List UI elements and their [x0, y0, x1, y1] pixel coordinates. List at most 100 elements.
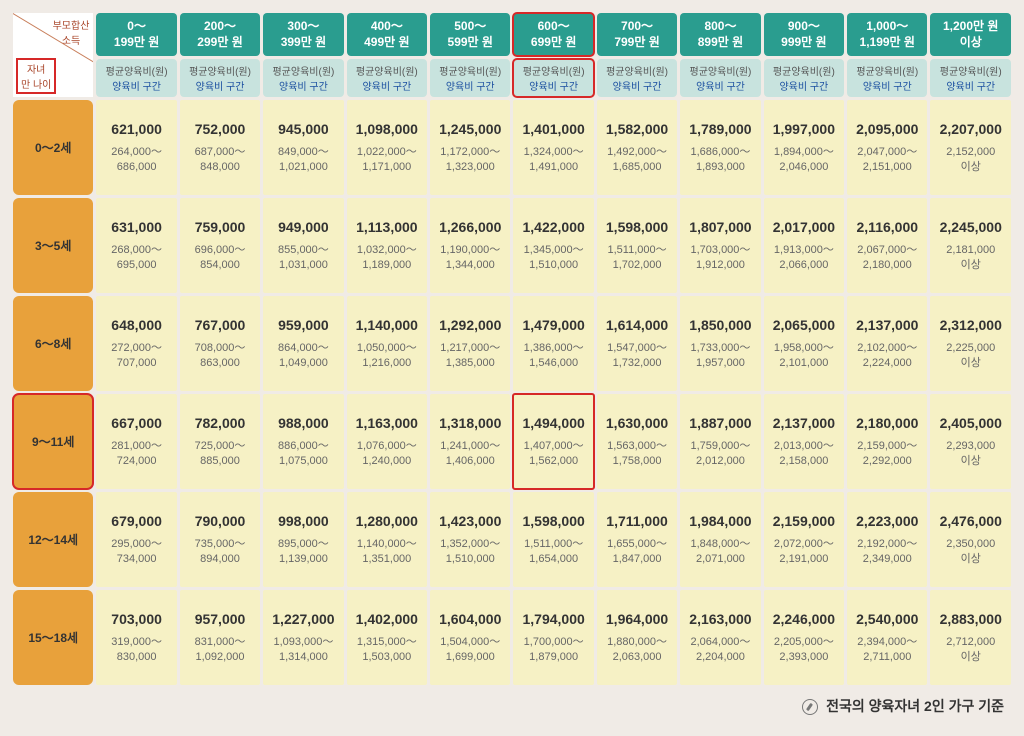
data-cell-5-7: 2,163,0002,064,000～2,204,000 [680, 590, 760, 685]
range-value: 1,913,000～2,066,000 [766, 243, 842, 274]
range-value: 264,000～686,000 [98, 145, 174, 176]
data-cell-5-10: 2,883,0002,712,000이상 [930, 590, 1011, 685]
data-cell-3-7: 1,887,0001,759,000～2,012,000 [680, 394, 760, 489]
avg-value: 1,113,000 [349, 218, 425, 238]
range-value: 735,000～894,000 [182, 537, 258, 568]
data-cell-2-7: 1,850,0001,733,000～1,957,000 [680, 296, 760, 391]
avg-value: 1,984,000 [682, 512, 758, 532]
avg-value: 1,598,000 [515, 512, 591, 532]
avg-value: 957,000 [182, 610, 258, 630]
sub-header-6: 평균양육비(원)양육비 구간 [597, 59, 677, 97]
range-value: 1,050,000～1,216,000 [349, 341, 425, 372]
data-cell-1-10: 2,245,0002,181,000이상 [930, 198, 1011, 293]
range-value: 831,000～1,092,000 [182, 635, 258, 666]
avg-value: 1,582,000 [599, 120, 675, 140]
avg-value: 2,207,000 [932, 120, 1009, 140]
range-value: 687,000～848,000 [182, 145, 258, 176]
data-cell-0-10: 2,207,0002,152,000이상 [930, 100, 1011, 195]
avg-value: 631,000 [98, 218, 174, 238]
data-cell-3-8: 2,137,0002,013,000～2,158,000 [764, 394, 844, 489]
range-value: 2,072,000～2,191,000 [766, 537, 842, 568]
range-value: 1,140,000～1,351,000 [349, 537, 425, 568]
data-cell-5-0: 703,000319,000～830,000 [96, 590, 176, 685]
avg-value: 2,017,000 [766, 218, 842, 238]
avg-value: 2,476,000 [932, 512, 1009, 532]
avg-value: 1,098,000 [349, 120, 425, 140]
data-cell-5-6: 1,964,0001,880,000～2,063,000 [597, 590, 677, 685]
data-cell-4-3: 1,280,0001,140,000～1,351,000 [347, 492, 427, 587]
avg-value: 1,401,000 [515, 120, 591, 140]
avg-value: 667,000 [98, 414, 174, 434]
sub-header-2: 평균양육비(원)양육비 구간 [263, 59, 343, 97]
data-cell-2-10: 2,312,0002,225,000이상 [930, 296, 1011, 391]
data-cell-4-5: 1,598,0001,511,000～1,654,000 [513, 492, 593, 587]
avg-value: 1,604,000 [432, 610, 508, 630]
avg-value: 2,223,000 [849, 512, 925, 532]
range-value: 2,205,000～2,393,000 [766, 635, 842, 666]
range-value: 1,958,000～2,101,000 [766, 341, 842, 372]
avg-value: 752,000 [182, 120, 258, 140]
data-cell-2-6: 1,614,0001,547,000～1,732,000 [597, 296, 677, 391]
age-header-5: 15～18세 [13, 590, 93, 685]
range-value: 2,394,000～2,711,000 [849, 635, 925, 666]
range-value: 864,000～1,049,000 [265, 341, 341, 372]
data-cell-2-3: 1,140,0001,050,000～1,216,000 [347, 296, 427, 391]
avg-value: 1,227,000 [265, 610, 341, 630]
data-cell-5-9: 2,540,0002,394,000～2,711,000 [847, 590, 927, 685]
avg-value: 2,245,000 [932, 218, 1009, 238]
data-cell-2-8: 2,065,0001,958,000～2,101,000 [764, 296, 844, 391]
range-value: 1,700,000～1,879,000 [515, 635, 591, 666]
range-value: 1,386,000～1,546,000 [515, 341, 591, 372]
data-cell-4-4: 1,423,0001,352,000～1,510,000 [430, 492, 510, 587]
sub-header-9: 평균양육비(원)양육비 구간 [847, 59, 927, 97]
avg-value: 2,116,000 [849, 218, 925, 238]
income-header-8: 900～999만 원 [764, 13, 844, 56]
data-cell-1-0: 631,000268,000～695,000 [96, 198, 176, 293]
avg-value: 1,494,000 [515, 414, 591, 434]
data-cell-2-9: 2,137,0002,102,000～2,224,000 [847, 296, 927, 391]
avg-value: 767,000 [182, 316, 258, 336]
range-value: 1,407,000～1,562,000 [515, 439, 591, 470]
data-cell-3-3: 1,163,0001,076,000～1,240,000 [347, 394, 427, 489]
avg-value: 1,789,000 [682, 120, 758, 140]
range-value: 1,563,000～1,758,000 [599, 439, 675, 470]
data-cell-5-4: 1,604,0001,504,000～1,699,000 [430, 590, 510, 685]
avg-value: 2,095,000 [849, 120, 925, 140]
range-value: 1,703,000～1,912,000 [682, 243, 758, 274]
data-cell-0-2: 945,000849,000～1,021,000 [263, 100, 343, 195]
avg-value: 1,997,000 [766, 120, 842, 140]
range-value: 2,293,000이상 [932, 439, 1009, 470]
data-cell-2-1: 767,000708,000～863,000 [180, 296, 260, 391]
age-header-3: 9～11세 [13, 394, 93, 489]
data-cell-3-5: 1,494,000 1,407,000～1,562,000 [513, 394, 593, 489]
data-cell-4-1: 790,000 735,000～894,000 [180, 492, 260, 587]
sub-header-3: 평균양육비(원)양육비 구간 [347, 59, 427, 97]
avg-value: 2,159,000 [766, 512, 842, 532]
data-cell-1-6: 1,598,0001,511,000～1,702,000 [597, 198, 677, 293]
avg-value: 1,711,000 [599, 512, 675, 532]
income-header-3: 400～499만 원 [347, 13, 427, 56]
range-value: 1,848,000～2,071,000 [682, 537, 758, 568]
range-value: 2,047,000～2,151,000 [849, 145, 925, 176]
data-cell-2-4: 1,292,0001,217,000～1,385,000 [430, 296, 510, 391]
range-value: 2,350,000이상 [932, 537, 1009, 568]
data-cell-1-4: 1,266,0001,190,000～1,344,000 [430, 198, 510, 293]
footer-text: 전국의 양육자녀 2인 가구 기준 [826, 698, 1004, 714]
avg-value: 1,266,000 [432, 218, 508, 238]
avg-value: 1,402,000 [349, 610, 425, 630]
avg-value: 790,000 [182, 512, 258, 532]
income-header-5: 600～699만 원 [513, 13, 593, 56]
childcare-cost-table: 부모합산소득자녀만 나이0～199만 원200～299만 원300～399만 원… [10, 10, 1014, 688]
income-header-10: 1,200만 원이상 [930, 13, 1011, 56]
range-value: 1,022,000～1,171,000 [349, 145, 425, 176]
age-header-2: 6～8세 [13, 296, 93, 391]
data-cell-5-3: 1,402,0001,315,000～1,503,000 [347, 590, 427, 685]
data-cell-3-1: 782,000725,000～885,000 [180, 394, 260, 489]
sub-header-10: 평균양육비(원)양육비 구간 [930, 59, 1011, 97]
sub-header-5: 평균양육비(원)양육비 구간 [513, 59, 593, 97]
range-value: 1,492,000～1,685,000 [599, 145, 675, 176]
data-cell-3-4: 1,318,0001,241,000～1,406,000 [430, 394, 510, 489]
range-value: 272,000～707,000 [98, 341, 174, 372]
data-cell-0-7: 1,789,0001,686,000～1,893,000 [680, 100, 760, 195]
range-value: 2,225,000이상 [932, 341, 1009, 372]
